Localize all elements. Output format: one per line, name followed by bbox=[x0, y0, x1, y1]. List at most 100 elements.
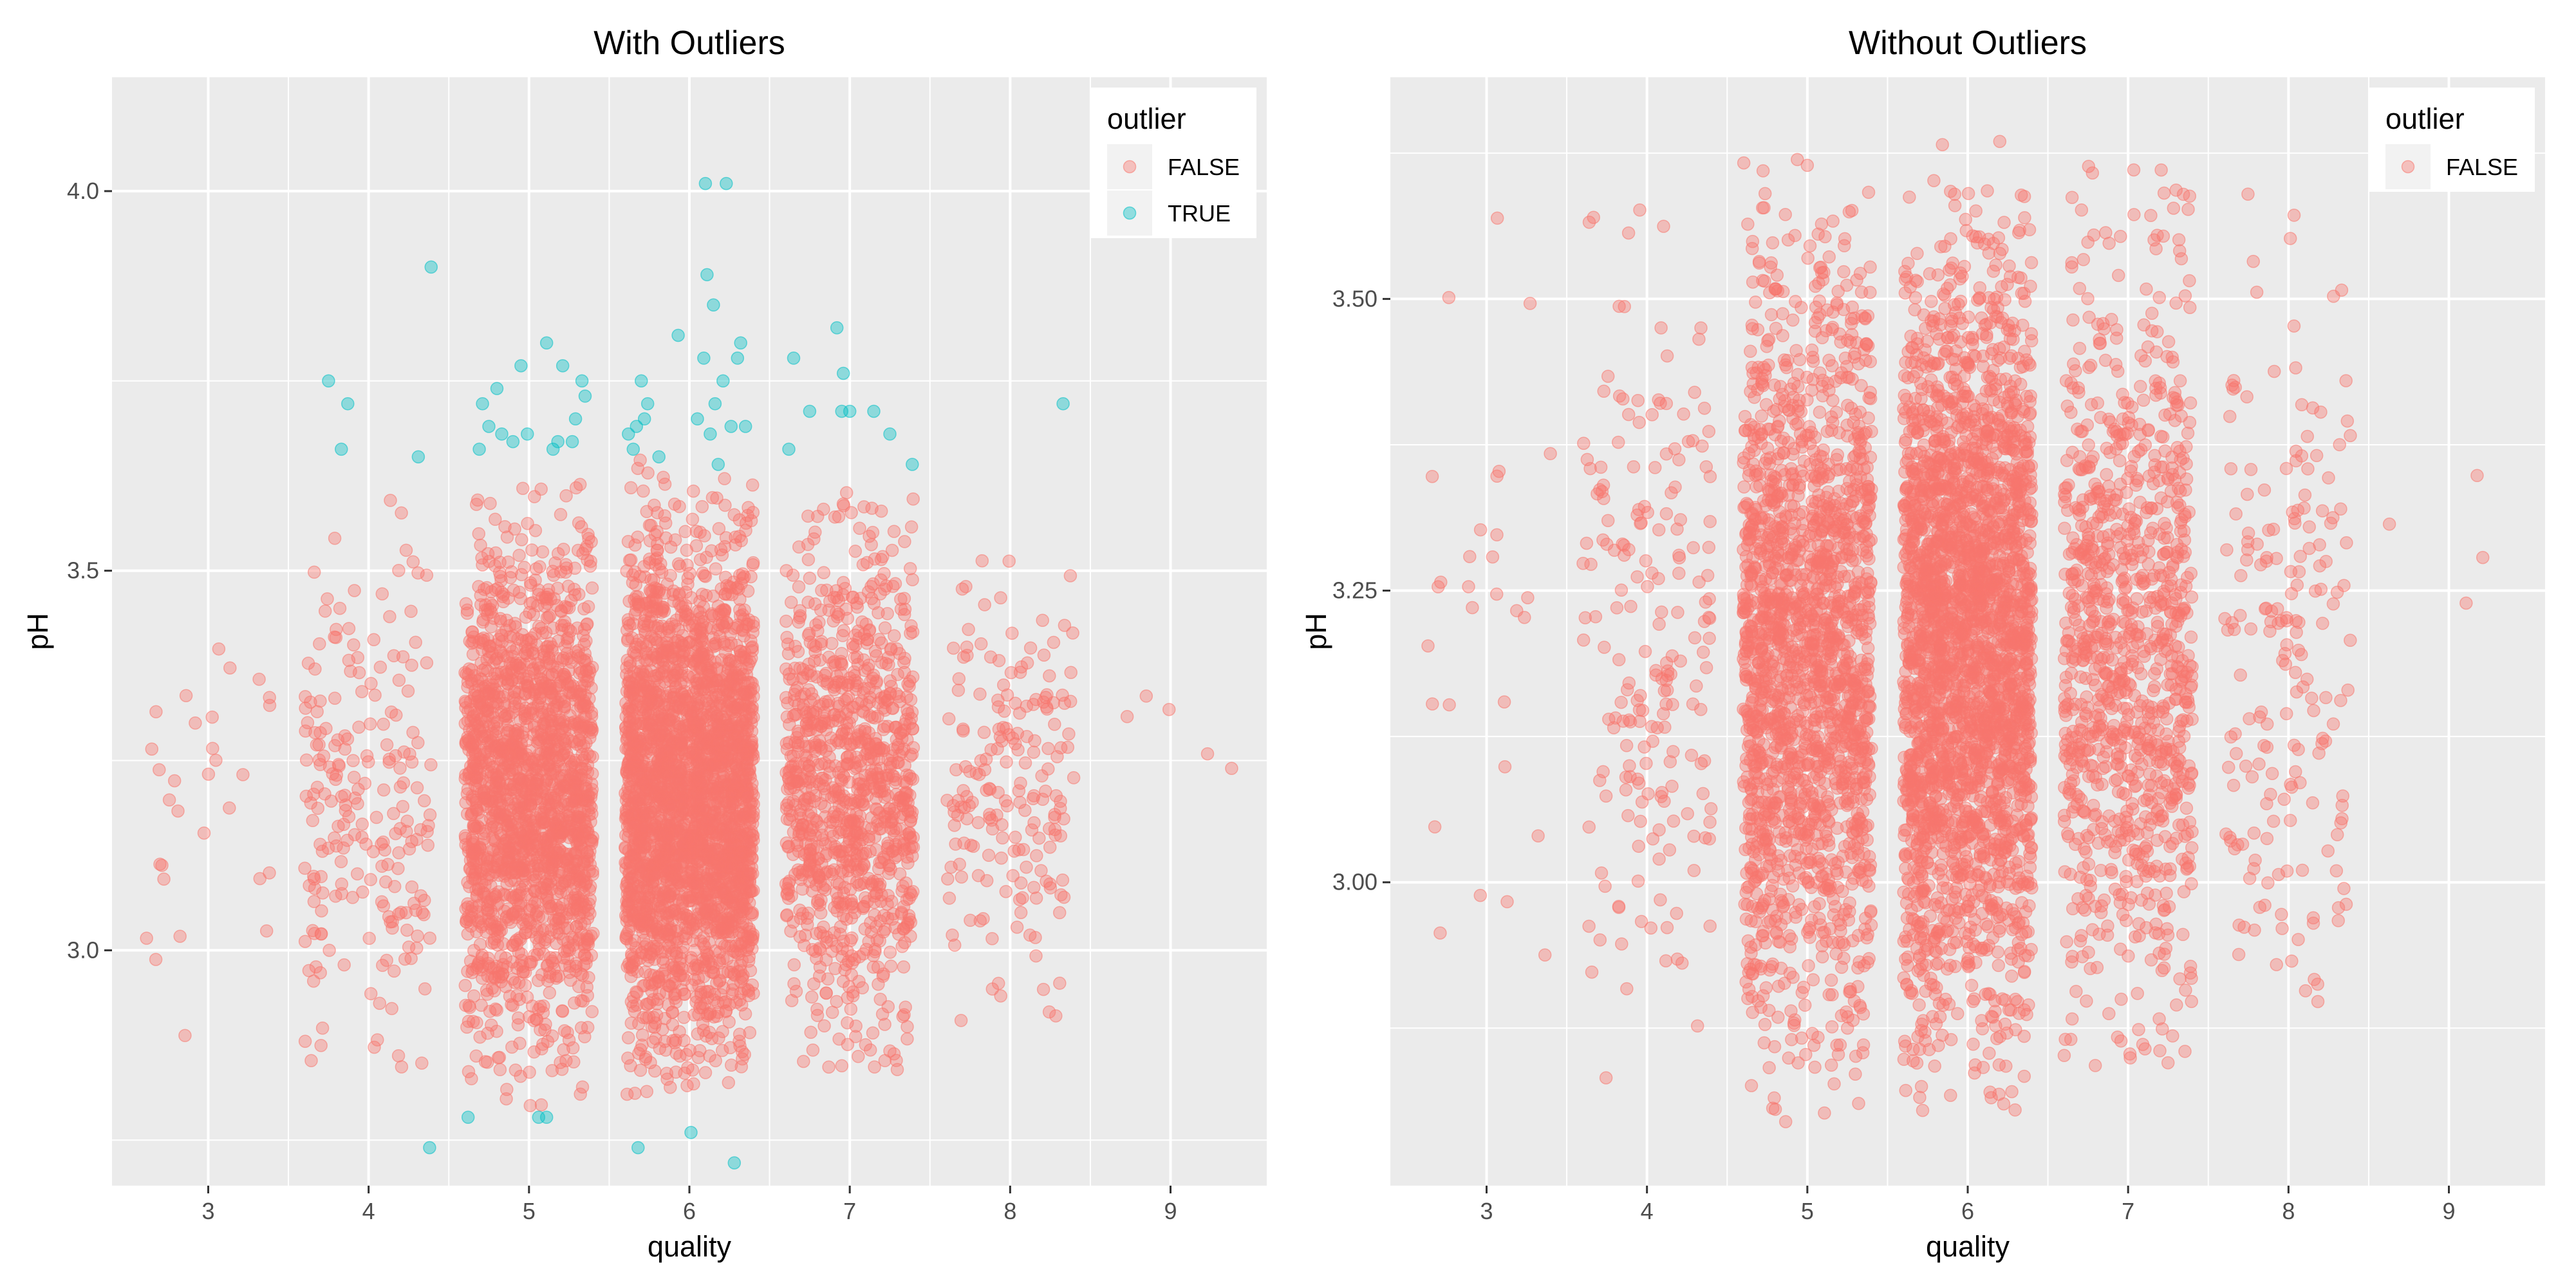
data-point bbox=[654, 763, 667, 777]
data-point bbox=[347, 638, 360, 652]
data-point bbox=[352, 720, 366, 734]
data-point bbox=[153, 857, 167, 871]
data-point bbox=[572, 516, 586, 530]
data-point bbox=[553, 843, 566, 857]
data-point bbox=[521, 516, 534, 530]
data-point bbox=[712, 782, 726, 796]
data-point bbox=[314, 870, 328, 884]
data-point bbox=[509, 1063, 523, 1077]
data-point bbox=[640, 597, 653, 610]
data-point bbox=[625, 872, 639, 885]
data-point bbox=[733, 603, 747, 617]
data-point bbox=[660, 830, 675, 843]
data-point bbox=[405, 755, 419, 769]
data-point bbox=[355, 817, 369, 831]
data-point bbox=[644, 706, 657, 720]
data-point bbox=[568, 996, 581, 1010]
data-point bbox=[313, 758, 327, 772]
data-point bbox=[480, 1056, 494, 1069]
data-point bbox=[516, 481, 530, 496]
data-point bbox=[635, 864, 649, 877]
data-point bbox=[350, 867, 364, 881]
data-point bbox=[630, 998, 644, 1012]
data-point bbox=[539, 891, 553, 906]
data-point bbox=[673, 499, 686, 514]
data-point bbox=[490, 922, 504, 937]
data-point bbox=[389, 749, 402, 763]
data-point bbox=[380, 738, 394, 752]
data-point bbox=[206, 742, 219, 756]
data-point bbox=[498, 888, 512, 902]
data-point bbox=[695, 499, 709, 514]
data-point bbox=[582, 971, 595, 985]
data-point bbox=[406, 555, 420, 569]
data-point bbox=[689, 776, 702, 790]
data-point bbox=[630, 783, 644, 798]
data-point bbox=[523, 904, 537, 918]
data-point bbox=[620, 564, 633, 578]
data-point bbox=[541, 761, 555, 774]
data-point bbox=[140, 931, 153, 945]
data-point bbox=[485, 599, 499, 612]
data-point bbox=[724, 653, 738, 667]
data-point bbox=[153, 763, 166, 777]
data-point bbox=[624, 1059, 637, 1072]
data-point bbox=[545, 1029, 559, 1043]
data-point bbox=[197, 826, 211, 840]
data-point bbox=[535, 1042, 548, 1056]
data-point bbox=[263, 866, 276, 880]
data-point bbox=[310, 780, 324, 794]
data-point bbox=[585, 1005, 599, 1018]
data-point bbox=[664, 1080, 677, 1094]
data-point bbox=[395, 506, 408, 520]
data-point bbox=[392, 563, 406, 577]
data-point bbox=[377, 717, 390, 731]
data-point bbox=[658, 478, 672, 491]
data-point bbox=[329, 631, 343, 644]
data-point bbox=[421, 838, 435, 852]
data-point bbox=[710, 842, 724, 856]
data-point bbox=[666, 798, 680, 812]
data-point bbox=[673, 1025, 686, 1039]
data-point bbox=[318, 604, 332, 618]
data-point bbox=[729, 538, 742, 552]
data-point bbox=[709, 562, 723, 576]
data-point bbox=[620, 667, 633, 682]
data-point bbox=[682, 831, 695, 845]
data-point bbox=[577, 751, 592, 765]
data-point bbox=[424, 758, 438, 772]
data-point bbox=[570, 815, 584, 829]
data-point bbox=[744, 570, 758, 584]
data-point bbox=[306, 814, 320, 828]
data-point bbox=[395, 1060, 409, 1074]
data-point bbox=[508, 785, 522, 799]
data-point bbox=[465, 625, 479, 639]
data-point bbox=[469, 714, 482, 727]
data-point bbox=[705, 695, 720, 708]
data-point bbox=[704, 1005, 717, 1020]
data-point bbox=[179, 689, 193, 702]
data-point bbox=[543, 609, 557, 622]
data-point bbox=[398, 952, 412, 966]
data-point bbox=[538, 935, 552, 949]
data-point bbox=[539, 1018, 552, 1031]
data-point bbox=[621, 1031, 635, 1045]
data-point bbox=[723, 998, 736, 1011]
data-point bbox=[744, 711, 758, 725]
data-point bbox=[574, 740, 588, 754]
data-point bbox=[557, 702, 572, 716]
data-point bbox=[514, 747, 528, 761]
data-point bbox=[499, 1092, 513, 1106]
data-point bbox=[420, 656, 434, 669]
data-point bbox=[561, 635, 574, 649]
data-point bbox=[704, 665, 718, 679]
data-point bbox=[532, 1002, 546, 1016]
data-point bbox=[404, 604, 418, 619]
data-point bbox=[481, 903, 494, 917]
data-point bbox=[490, 1024, 503, 1038]
data-point bbox=[466, 648, 480, 661]
data-point bbox=[543, 986, 557, 1000]
data-point bbox=[298, 861, 312, 875]
data-point bbox=[733, 1034, 746, 1048]
data-point bbox=[459, 597, 473, 611]
